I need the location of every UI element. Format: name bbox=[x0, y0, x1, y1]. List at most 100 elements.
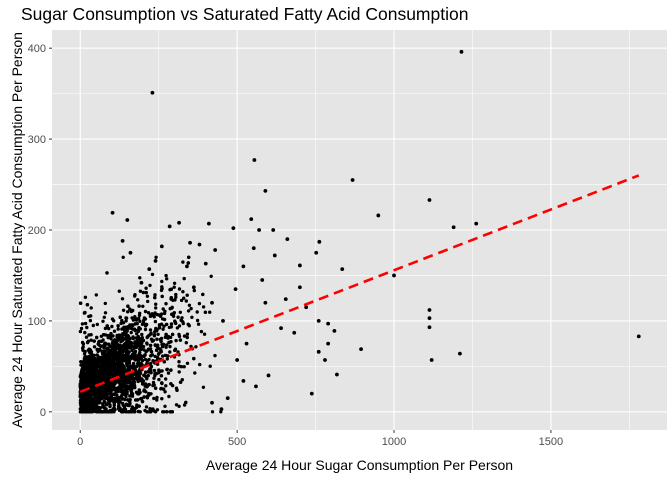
data-point bbox=[171, 312, 176, 316]
data-point bbox=[127, 359, 131, 363]
data-point bbox=[152, 383, 156, 387]
data-point bbox=[154, 306, 158, 310]
data-point bbox=[173, 347, 178, 351]
data-point bbox=[107, 342, 111, 346]
data-point bbox=[130, 348, 134, 353]
data-point bbox=[149, 350, 154, 354]
data-point bbox=[152, 376, 156, 380]
data-point bbox=[79, 326, 84, 331]
data-point bbox=[190, 315, 194, 319]
data-point bbox=[169, 297, 173, 301]
data-point bbox=[118, 337, 122, 341]
data-point bbox=[257, 228, 261, 232]
data-point bbox=[113, 342, 117, 346]
data-point bbox=[138, 390, 142, 395]
data-point bbox=[140, 382, 145, 386]
data-point bbox=[201, 385, 206, 389]
data-point bbox=[102, 333, 106, 337]
x-tick-label: 0 bbox=[77, 436, 83, 448]
data-point bbox=[143, 327, 148, 332]
data-point bbox=[187, 324, 191, 328]
chart-title: Sugar Consumption vs Saturated Fatty Aci… bbox=[21, 4, 469, 24]
data-point bbox=[137, 344, 141, 348]
data-point bbox=[164, 377, 168, 381]
data-point bbox=[153, 295, 157, 300]
data-point bbox=[105, 346, 110, 350]
data-point bbox=[636, 334, 641, 339]
data-point bbox=[297, 263, 302, 268]
data-point bbox=[252, 158, 257, 162]
data-point bbox=[83, 406, 88, 410]
data-point bbox=[83, 357, 87, 362]
data-point bbox=[142, 395, 146, 399]
data-point bbox=[150, 90, 155, 95]
data-point bbox=[181, 321, 185, 326]
data-point bbox=[179, 298, 184, 303]
data-point bbox=[117, 380, 121, 384]
data-point bbox=[231, 226, 236, 231]
data-point bbox=[188, 240, 192, 245]
data-point bbox=[101, 319, 105, 323]
data-point bbox=[177, 404, 181, 408]
data-point bbox=[95, 322, 100, 327]
data-point bbox=[172, 285, 176, 289]
data-point bbox=[125, 329, 129, 333]
data-point bbox=[283, 297, 288, 301]
data-point bbox=[125, 362, 129, 366]
data-point bbox=[140, 332, 144, 337]
data-point bbox=[323, 358, 327, 362]
data-point bbox=[141, 304, 145, 308]
data-point bbox=[82, 402, 87, 407]
data-point bbox=[147, 267, 152, 271]
data-point bbox=[124, 389, 128, 393]
data-point bbox=[174, 295, 178, 299]
data-point bbox=[103, 390, 108, 394]
data-point bbox=[168, 350, 172, 354]
data-point bbox=[115, 339, 120, 343]
data-point bbox=[150, 272, 155, 277]
data-point bbox=[144, 405, 149, 409]
data-point bbox=[117, 346, 121, 350]
x-axis-title: Average 24 Hour Sugar Consumption Per Pe… bbox=[206, 457, 513, 473]
data-point bbox=[175, 388, 179, 392]
data-point bbox=[105, 324, 109, 328]
data-point bbox=[143, 408, 147, 413]
data-point bbox=[92, 388, 97, 392]
data-point bbox=[103, 344, 107, 348]
data-point bbox=[107, 373, 111, 377]
data-point bbox=[213, 248, 218, 252]
data-point bbox=[98, 394, 102, 398]
data-point bbox=[155, 395, 159, 400]
data-point bbox=[121, 401, 125, 406]
data-point bbox=[160, 286, 164, 291]
data-point bbox=[197, 242, 202, 247]
data-point bbox=[176, 315, 180, 319]
data-point bbox=[83, 330, 87, 335]
data-point bbox=[112, 319, 116, 323]
data-point bbox=[182, 334, 187, 338]
data-point bbox=[123, 346, 127, 350]
data-point bbox=[103, 301, 108, 306]
data-point bbox=[127, 361, 132, 365]
data-point bbox=[148, 314, 153, 318]
data-point bbox=[153, 293, 157, 297]
data-point bbox=[142, 316, 147, 320]
data-point bbox=[98, 397, 103, 401]
scatter-points bbox=[78, 49, 641, 414]
data-point bbox=[91, 405, 96, 409]
data-point bbox=[92, 353, 96, 358]
data-point bbox=[106, 356, 111, 360]
data-point bbox=[201, 305, 206, 309]
data-point bbox=[165, 277, 169, 281]
data-point bbox=[104, 381, 109, 386]
data-point bbox=[196, 322, 201, 326]
data-point bbox=[161, 354, 165, 358]
data-point bbox=[153, 259, 158, 263]
data-point bbox=[124, 319, 128, 323]
data-point bbox=[133, 322, 137, 326]
data-point bbox=[165, 357, 169, 361]
data-point bbox=[427, 308, 432, 312]
data-point bbox=[113, 380, 117, 385]
data-point bbox=[120, 385, 125, 389]
data-point bbox=[102, 369, 107, 373]
